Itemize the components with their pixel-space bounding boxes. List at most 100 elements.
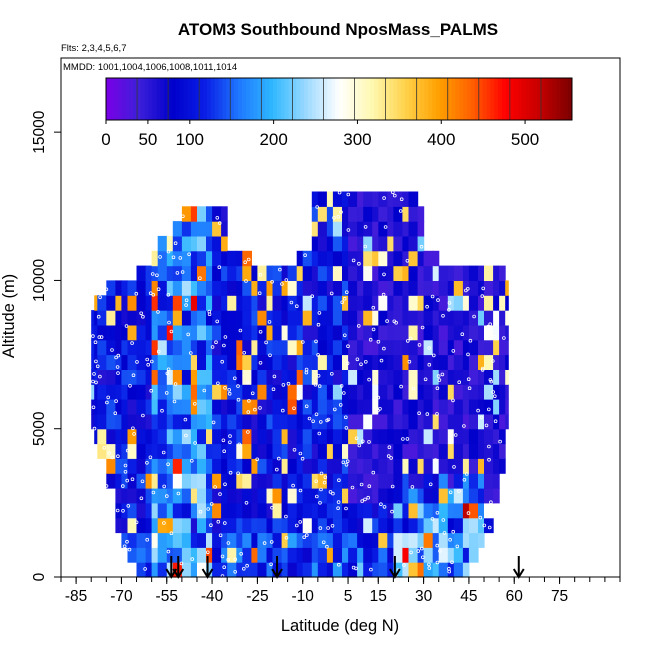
- track-point: [246, 430, 250, 434]
- track-point: [172, 399, 177, 404]
- heatmap-cell: [172, 265, 183, 281]
- track-point: [258, 406, 262, 410]
- heatmap-cell: [266, 532, 274, 548]
- track-point: [492, 334, 497, 339]
- colorbar-segment: [335, 78, 340, 120]
- heatmap-cell: [447, 324, 455, 341]
- track-point: [253, 407, 257, 412]
- heatmap-cell: [462, 265, 470, 281]
- heatmap-cell: [166, 517, 174, 534]
- heatmap-cell: [106, 295, 116, 311]
- heatmap-cell: [127, 339, 138, 356]
- heatmap-cell: [387, 280, 394, 296]
- heatmap-cell: [357, 221, 364, 237]
- track-point: [151, 292, 156, 297]
- heatmap-cell: [423, 517, 434, 534]
- heatmap-cell: [378, 295, 388, 311]
- heatmap-cell: [372, 502, 379, 519]
- heatmap-cell: [296, 339, 304, 356]
- heatmap-cell: [393, 458, 404, 474]
- heatmap-cell: [402, 310, 409, 326]
- colorbar-segment: [455, 78, 460, 120]
- track-point: [343, 415, 348, 420]
- heatmap-cell: [296, 502, 304, 519]
- track-point: [402, 563, 406, 567]
- heatmap-cell: [408, 473, 419, 489]
- track-point: [318, 526, 323, 530]
- heatmap-cell: [242, 384, 252, 400]
- track-point: [313, 382, 318, 387]
- heatmap-cell: [348, 310, 358, 326]
- heatmap-cell: [157, 354, 168, 370]
- heatmap-cell: [281, 517, 289, 534]
- heatmap-cell: [363, 191, 373, 207]
- track-point: [115, 365, 120, 369]
- heatmap-cell: [172, 547, 183, 563]
- heatmap-cell: [326, 384, 334, 400]
- heatmap-cell: [145, 547, 153, 563]
- heatmap-cell: [423, 339, 434, 356]
- track-point: [379, 502, 383, 507]
- heatmap-cell: [236, 339, 243, 356]
- track-point: [140, 479, 145, 484]
- track-point: [242, 566, 246, 571]
- heatmap-cell: [151, 502, 159, 519]
- y-tick-label: 0: [31, 572, 48, 581]
- heatmap-cell: [221, 221, 228, 237]
- track-point: [213, 485, 217, 489]
- track-point: [198, 509, 203, 514]
- track-point: [222, 565, 227, 569]
- heatmap-cell: [212, 206, 222, 222]
- heatmap-cell: [281, 502, 289, 519]
- track-point: [329, 291, 334, 296]
- heatmap-cell: [505, 399, 509, 415]
- colorbar-tick-label: 0: [101, 130, 110, 149]
- heatmap-cell: [94, 324, 98, 341]
- track-point: [381, 292, 386, 297]
- heatmap-cell: [317, 369, 328, 385]
- heatmap-cell: [372, 324, 379, 341]
- heatmap-cell: [372, 369, 379, 385]
- track-point: [482, 523, 487, 528]
- heatmap-cell: [462, 473, 470, 489]
- track-point: [438, 549, 442, 553]
- heatmap-cell: [145, 295, 153, 311]
- heatmap-cell: [342, 265, 349, 281]
- heatmap-cell: [447, 443, 455, 459]
- heatmap-cell: [197, 413, 207, 430]
- heatmap-cell: [342, 339, 349, 356]
- heatmap-cell: [402, 547, 409, 563]
- heatmap-cell: [378, 354, 388, 370]
- heatmap-cell: [311, 280, 319, 296]
- track-point: [223, 335, 228, 339]
- heatmap-cell: [227, 310, 237, 326]
- heatmap-cell: [317, 339, 328, 356]
- heatmap-cell: [378, 324, 388, 341]
- heatmap-cell: [91, 413, 95, 430]
- heatmap-cell: [387, 295, 394, 311]
- heatmap-cell: [227, 295, 237, 311]
- heatmap-cell: [281, 532, 289, 548]
- track-point: [98, 374, 102, 379]
- track-point: [243, 260, 248, 265]
- heatmap-cell: [311, 369, 319, 385]
- heatmap-cell: [212, 488, 222, 504]
- heatmap-cell: [432, 502, 440, 519]
- track-point: [123, 469, 128, 474]
- heatmap-cell: [372, 562, 379, 578]
- heatmap-cell: [145, 324, 153, 341]
- track-point: [220, 554, 225, 559]
- heatmap-cell: [157, 324, 168, 341]
- heatmap-cell: [493, 265, 500, 281]
- heatmap-cell: [332, 384, 343, 400]
- heatmap-cell: [393, 488, 404, 504]
- track-point: [311, 419, 315, 424]
- heatmap-cell: [417, 562, 425, 578]
- heatmap-cell: [363, 265, 373, 281]
- heatmap-cell: [342, 532, 349, 548]
- heatmap-cell: [242, 488, 252, 504]
- track-point: [141, 413, 145, 418]
- heatmap-cell: [447, 369, 455, 385]
- heatmap-cell: [121, 458, 128, 474]
- track-point: [336, 562, 341, 567]
